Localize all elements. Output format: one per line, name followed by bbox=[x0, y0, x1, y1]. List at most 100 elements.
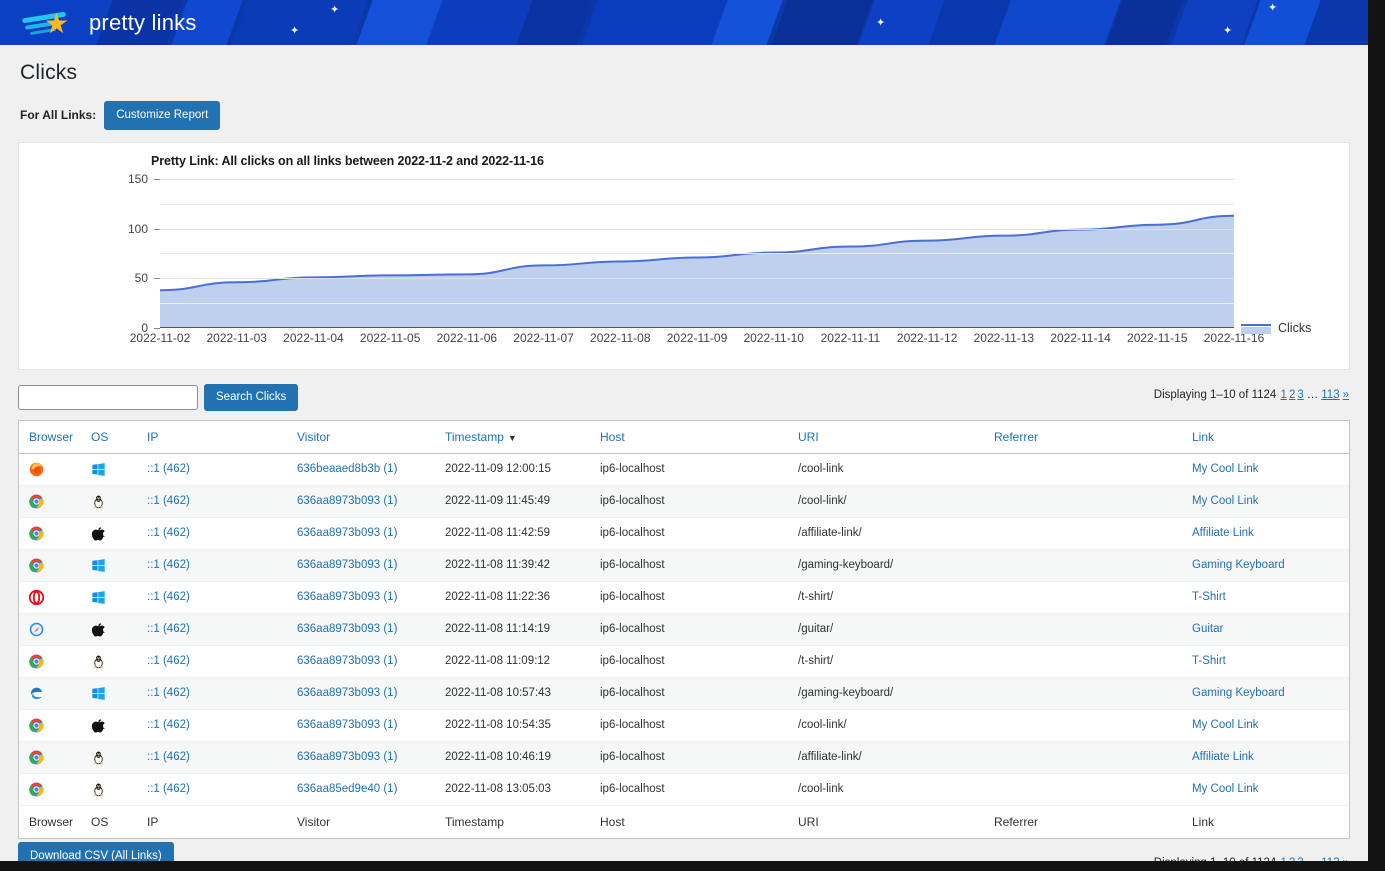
cell-visitor[interactable]: 636aa8973b093 (1) bbox=[287, 645, 435, 678]
cell-visitor[interactable]: 636aa8973b093 (1) bbox=[287, 549, 435, 582]
cell-ip[interactable]: ::1 (462) bbox=[137, 453, 287, 486]
cell-link[interactable]: Affiliate Link bbox=[1182, 741, 1349, 774]
cell-visitor[interactable]: 636aa8973b093 (1) bbox=[287, 485, 435, 518]
cell-link-link[interactable]: T-Shirt bbox=[1192, 591, 1226, 604]
page-link-last[interactable]: 113 bbox=[1321, 388, 1340, 401]
column-footer-browser[interactable]: Browser bbox=[19, 804, 81, 838]
cell-link-link[interactable]: My Cool Link bbox=[1192, 495, 1259, 508]
column-footer-host[interactable]: Host bbox=[590, 804, 788, 838]
cell-link-link[interactable]: My Cool Link bbox=[1192, 719, 1259, 732]
cell-link[interactable]: Gaming Keyboard bbox=[1182, 549, 1349, 582]
column-footer-timestamp[interactable]: Timestamp bbox=[435, 804, 590, 838]
cell-ip[interactable]: ::1 (462) bbox=[137, 613, 287, 646]
cell-link[interactable]: My Cool Link bbox=[1182, 485, 1349, 518]
cell-visitor-link[interactable]: 636beaaed8b3b (1) bbox=[297, 463, 398, 476]
column-header-uri[interactable]: URI bbox=[788, 420, 984, 454]
cell-ip-link[interactable]: ::1 (462) bbox=[147, 559, 190, 572]
column-footer-uri[interactable]: URI bbox=[788, 804, 984, 838]
cell-visitor-link[interactable]: 636aa8973b093 (1) bbox=[297, 591, 398, 604]
column-header-ip[interactable]: IP bbox=[137, 420, 287, 454]
page-next-button[interactable]: » bbox=[1342, 388, 1349, 401]
page-link-2-bottom[interactable]: 2 bbox=[1289, 857, 1295, 861]
page-link-last-bottom[interactable]: 113 bbox=[1321, 857, 1339, 861]
cell-link-link[interactable]: Affiliate Link bbox=[1192, 751, 1254, 764]
column-footer-os[interactable]: OS bbox=[81, 804, 137, 838]
cell-link-link[interactable]: My Cool Link bbox=[1192, 783, 1259, 796]
cell-ip[interactable]: ::1 (462) bbox=[137, 677, 287, 710]
cell-ip-link[interactable]: ::1 (462) bbox=[147, 687, 190, 700]
column-footer-ip[interactable]: IP bbox=[137, 804, 287, 838]
cell-visitor-link[interactable]: 636aa8973b093 (1) bbox=[297, 495, 398, 508]
column-header-os[interactable]: OS bbox=[81, 420, 137, 454]
cell-link[interactable]: My Cool Link bbox=[1182, 709, 1349, 742]
customize-report-button[interactable]: Customize Report bbox=[104, 101, 221, 130]
cell-visitor-link[interactable]: 636aa8973b093 (1) bbox=[297, 623, 398, 636]
page-link-3-bottom[interactable]: 3 bbox=[1297, 857, 1303, 861]
cell-ip-link[interactable]: ::1 (462) bbox=[147, 463, 190, 476]
cell-ip-link[interactable]: ::1 (462) bbox=[147, 495, 190, 508]
cell-ip-link[interactable]: ::1 (462) bbox=[147, 783, 190, 796]
sort-desc-icon[interactable]: ▼ bbox=[507, 432, 517, 443]
cell-visitor[interactable]: 636beaaed8b3b (1) bbox=[287, 453, 435, 486]
column-header-visitor[interactable]: Visitor bbox=[287, 420, 435, 454]
page-link-2[interactable]: 2 bbox=[1288, 388, 1296, 401]
cell-link-link[interactable]: T-Shirt bbox=[1192, 655, 1226, 668]
cell-ip[interactable]: ::1 (462) bbox=[137, 485, 287, 518]
cell-visitor[interactable]: 636aa8973b093 (1) bbox=[287, 517, 435, 550]
cell-link[interactable]: T-Shirt bbox=[1182, 581, 1349, 614]
page-link-3[interactable]: 3 bbox=[1297, 388, 1304, 401]
cell-link[interactable]: Guitar bbox=[1182, 613, 1349, 646]
brand-logo[interactable]: ★ pretty links bbox=[21, 0, 197, 45]
cell-ip[interactable]: ::1 (462) bbox=[137, 581, 287, 614]
column-footer-referrer[interactable]: Referrer bbox=[984, 804, 1182, 838]
cell-link-link[interactable]: Gaming Keyboard bbox=[1192, 687, 1285, 700]
column-header-referrer[interactable]: Referrer bbox=[984, 420, 1182, 454]
cell-visitor-link[interactable]: 636aa85ed9e40 (1) bbox=[297, 783, 398, 796]
column-header-host[interactable]: Host bbox=[590, 420, 788, 454]
cell-visitor[interactable]: 636aa85ed9e40 (1) bbox=[287, 773, 435, 806]
cell-ip[interactable]: ::1 (462) bbox=[137, 645, 287, 678]
column-footer-link[interactable]: Link bbox=[1182, 804, 1349, 838]
page-link-1[interactable]: 1 bbox=[1280, 388, 1287, 401]
cell-visitor[interactable]: 636aa8973b093 (1) bbox=[287, 741, 435, 774]
cell-ip-link[interactable]: ::1 (462) bbox=[147, 623, 190, 636]
cell-visitor[interactable]: 636aa8973b093 (1) bbox=[287, 677, 435, 710]
cell-ip-link[interactable]: ::1 (462) bbox=[147, 527, 190, 540]
cell-link[interactable]: Affiliate Link bbox=[1182, 517, 1349, 550]
cell-visitor-link[interactable]: 636aa8973b093 (1) bbox=[297, 655, 398, 668]
cell-visitor[interactable]: 636aa8973b093 (1) bbox=[287, 709, 435, 742]
page-link-1-bottom[interactable]: 1 bbox=[1281, 857, 1287, 861]
cell-link[interactable]: My Cool Link bbox=[1182, 773, 1349, 806]
column-footer-visitor[interactable]: Visitor bbox=[287, 804, 435, 838]
cell-ip[interactable]: ::1 (462) bbox=[137, 773, 287, 806]
search-clicks-button[interactable]: Search Clicks bbox=[204, 384, 299, 412]
cell-link-link[interactable]: Gaming Keyboard bbox=[1192, 559, 1285, 572]
cell-ip[interactable]: ::1 (462) bbox=[137, 741, 287, 774]
cell-link-link[interactable]: My Cool Link bbox=[1192, 463, 1259, 476]
column-header-timestamp[interactable]: Timestamp ▼ bbox=[435, 420, 590, 454]
cell-link-link[interactable]: Guitar bbox=[1192, 623, 1224, 636]
cell-link[interactable]: My Cool Link bbox=[1182, 453, 1349, 486]
cell-visitor-link[interactable]: 636aa8973b093 (1) bbox=[297, 559, 398, 572]
cell-ip[interactable]: ::1 (462) bbox=[137, 709, 287, 742]
cell-ip-link[interactable]: ::1 (462) bbox=[147, 751, 190, 764]
cell-visitor-link[interactable]: 636aa8973b093 (1) bbox=[297, 719, 398, 732]
cell-ip-link[interactable]: ::1 (462) bbox=[147, 655, 190, 668]
cell-link[interactable]: T-Shirt bbox=[1182, 645, 1349, 678]
cell-ip-link[interactable]: ::1 (462) bbox=[147, 591, 190, 604]
cell-visitor-link[interactable]: 636aa8973b093 (1) bbox=[297, 527, 398, 540]
cell-link-link[interactable]: Affiliate Link bbox=[1192, 527, 1254, 540]
cell-ip-link[interactable]: ::1 (462) bbox=[147, 719, 190, 732]
cell-visitor-link[interactable]: 636aa8973b093 (1) bbox=[297, 687, 398, 700]
cell-ip[interactable]: ::1 (462) bbox=[137, 517, 287, 550]
search-input[interactable] bbox=[18, 385, 198, 411]
cell-visitor-link[interactable]: 636aa8973b093 (1) bbox=[297, 751, 398, 764]
download-csv-button[interactable]: Download CSV (All Links) bbox=[18, 842, 174, 861]
column-header-link[interactable]: Link bbox=[1182, 420, 1349, 454]
cell-ip[interactable]: ::1 (462) bbox=[137, 549, 287, 582]
page-next-button-bottom[interactable]: » bbox=[1343, 857, 1349, 861]
column-header-browser[interactable]: Browser bbox=[19, 420, 81, 454]
cell-link[interactable]: Gaming Keyboard bbox=[1182, 677, 1349, 710]
cell-visitor[interactable]: 636aa8973b093 (1) bbox=[287, 613, 435, 646]
cell-visitor[interactable]: 636aa8973b093 (1) bbox=[287, 581, 435, 614]
